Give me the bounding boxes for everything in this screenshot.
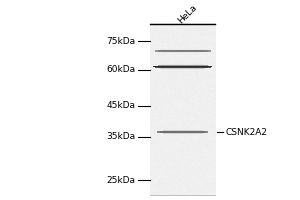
Bar: [164, 134, 201, 135]
Text: 25kDa: 25kDa: [106, 176, 135, 185]
Bar: [161, 49, 204, 50]
Bar: [150, 24, 215, 195]
Bar: [162, 48, 203, 49]
Bar: [161, 52, 204, 53]
Bar: [164, 130, 202, 131]
Bar: [162, 53, 203, 54]
Bar: [162, 69, 204, 70]
Bar: [164, 128, 201, 129]
Bar: [162, 48, 203, 49]
Bar: [160, 132, 205, 133]
Bar: [162, 63, 204, 64]
Bar: [162, 63, 203, 64]
Bar: [162, 70, 203, 71]
Bar: [164, 133, 202, 134]
Bar: [160, 131, 205, 132]
Text: CSNK2A2: CSNK2A2: [226, 128, 268, 137]
Bar: [164, 129, 201, 130]
Bar: [162, 61, 203, 62]
Bar: [160, 50, 205, 51]
Bar: [158, 50, 208, 51]
Bar: [163, 130, 203, 131]
Text: 60kDa: 60kDa: [106, 65, 135, 74]
Bar: [162, 52, 204, 53]
Bar: [163, 133, 203, 134]
Bar: [164, 135, 201, 136]
Text: 45kDa: 45kDa: [106, 101, 135, 110]
Bar: [158, 65, 208, 66]
Bar: [153, 66, 212, 67]
Bar: [162, 71, 203, 72]
Bar: [164, 128, 201, 129]
Bar: [161, 64, 204, 65]
Text: HeLa: HeLa: [176, 3, 199, 26]
Bar: [162, 69, 203, 70]
Bar: [154, 67, 211, 68]
Bar: [160, 68, 205, 69]
Bar: [161, 68, 204, 69]
Bar: [154, 66, 211, 67]
Bar: [162, 53, 203, 54]
Bar: [154, 51, 211, 52]
Bar: [162, 62, 203, 63]
Bar: [162, 49, 204, 50]
Bar: [158, 131, 208, 132]
Bar: [164, 136, 201, 137]
Bar: [162, 72, 203, 73]
Bar: [162, 71, 203, 72]
Text: 35kDa: 35kDa: [106, 132, 135, 141]
Bar: [158, 67, 208, 68]
Bar: [158, 132, 208, 133]
Bar: [164, 129, 201, 130]
Text: 75kDa: 75kDa: [106, 37, 135, 46]
Bar: [154, 50, 211, 51]
Bar: [162, 54, 203, 55]
Bar: [164, 135, 201, 136]
Bar: [162, 49, 203, 50]
Bar: [158, 51, 208, 52]
Bar: [162, 62, 203, 63]
